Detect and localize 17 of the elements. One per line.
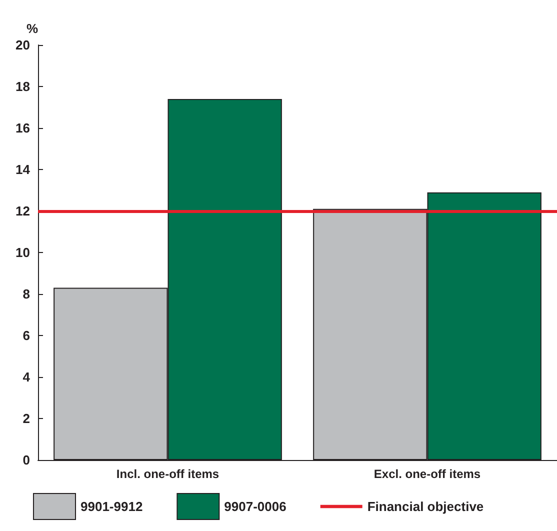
x-tick-label: Incl. one-off items — [116, 467, 220, 481]
y-tick-label: 18 — [16, 79, 30, 94]
legend-label: 9907-0006 — [224, 499, 286, 514]
y-tick-label: 0 — [22, 452, 30, 468]
y-tick-label: 10 — [16, 245, 30, 260]
y-axis-title: % — [26, 21, 38, 36]
y-tick-label: 20 — [16, 38, 30, 52]
legend-label: Financial objective — [367, 499, 484, 514]
y-tick-label: 14 — [16, 162, 31, 177]
y-tick-label: 8 — [22, 286, 30, 302]
y-tick-label: 2 — [22, 411, 30, 426]
y-tick-label: 6 — [22, 328, 30, 343]
y-tick-label: 16 — [16, 120, 30, 136]
legend-label: 9901-9912 — [80, 499, 143, 514]
x-tick-label: Excl. one-off items — [374, 467, 481, 481]
y-tick-label: 12 — [16, 204, 30, 218]
y-tick-label: 4 — [22, 370, 31, 384]
